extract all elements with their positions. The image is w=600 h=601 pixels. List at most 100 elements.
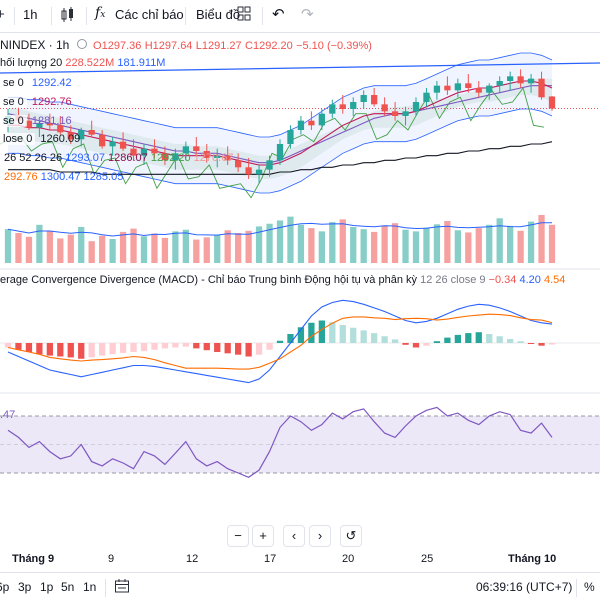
interval-button[interactable]: 1h — [23, 7, 38, 22]
candle-body — [119, 141, 127, 149]
volume-bar — [224, 230, 231, 263]
macd-histogram-bar — [214, 343, 221, 352]
macd-histogram-bar — [224, 343, 231, 354]
scroll-left-button[interactable]: ‹ — [283, 525, 305, 547]
high-value: H1297.64 — [144, 40, 193, 52]
volume-ma-line — [7, 222, 552, 237]
macd-histogram-bar — [25, 343, 33, 352]
grid-icon[interactable] — [237, 6, 251, 25]
range-button[interactable]: 1p — [40, 580, 54, 594]
macd-histogram-bar — [308, 322, 315, 343]
macd-legend: erage Convergence Divergence (MACD) - Ch… — [0, 274, 565, 286]
fx-icon[interactable]: fx — [95, 5, 106, 21]
indicators-button[interactable]: Các chỉ báo — [115, 7, 184, 22]
volume-bar — [308, 228, 315, 263]
volume-bar — [88, 241, 95, 263]
macd-histogram-bar — [130, 343, 137, 352]
ichimoku-label[interactable]: 26 52 26 26 — [4, 152, 63, 164]
ma2-label[interactable]: se 0 — [0, 96, 27, 108]
macd-histogram-bar — [548, 343, 556, 345]
symbol-name[interactable]: NINDEX · 1h — [0, 38, 70, 52]
ma1-label[interactable]: se 0 — [0, 77, 27, 89]
zoom-out-button[interactable]: − — [227, 525, 249, 547]
macd-histogram-bar — [527, 343, 535, 344]
volume-bar — [78, 227, 85, 263]
undo-icon[interactable]: ↶ — [272, 6, 285, 23]
macd-histogram-bar — [444, 337, 451, 343]
zoom-in-button[interactable]: + — [252, 525, 274, 547]
candle-body — [46, 123, 53, 126]
volume-legend: hối lượng 20 228.522M 181.911M — [0, 57, 165, 69]
candle-body — [465, 83, 472, 88]
range-button[interactable]: 3p — [18, 580, 32, 594]
macd-histogram-bar — [182, 343, 189, 347]
ichimoku-value-1: 1293.07 — [65, 152, 105, 164]
candle-body — [391, 111, 399, 116]
volume-bar — [412, 231, 420, 263]
candle-body — [88, 130, 95, 135]
macd-label[interactable]: erage Convergence Divergence (MACD) - Ch… — [0, 274, 418, 286]
macd-histogram-bar — [46, 343, 53, 356]
rsi-band — [0, 416, 600, 473]
range-button[interactable]: 1n — [83, 580, 97, 594]
candles-icon[interactable] — [60, 6, 76, 27]
macd-histogram-bar — [465, 333, 472, 343]
volume-bar — [161, 237, 169, 263]
volume-bar — [402, 229, 409, 263]
candle-body — [161, 153, 169, 161]
candle-body — [507, 76, 514, 81]
volume-bar — [140, 236, 148, 263]
volume-bar — [151, 233, 158, 263]
volume-bar — [329, 222, 336, 263]
volume-bar — [391, 223, 399, 263]
candle-body — [182, 146, 189, 154]
macd-histogram-bar — [329, 322, 336, 343]
rsi-legend: .47 — [0, 409, 15, 421]
bollinger-lower-line — [8, 108, 553, 194]
toolbar-divider — [262, 7, 263, 25]
time-label: 20 — [342, 553, 355, 565]
ichimoku-value-4: 1270.67 — [193, 152, 234, 164]
macd-histogram-bar — [339, 325, 346, 343]
macd-histogram-bar — [15, 343, 22, 350]
calendar-icon[interactable] — [114, 578, 130, 597]
volume-bar — [57, 238, 64, 263]
chart-type-button[interactable]: Biểu đồ — [196, 7, 241, 22]
time-label: Tháng 10 — [508, 553, 557, 565]
volume-label[interactable]: hối lượng 20 — [0, 57, 63, 69]
range-button[interactable]: 5n — [61, 580, 75, 594]
ma1-value: 1292.42 — [31, 77, 72, 89]
volume-bar — [371, 231, 378, 263]
trend-line — [0, 62, 600, 74]
range-button[interactable]: 6p — [0, 580, 10, 594]
macd-histogram-bar — [99, 343, 106, 356]
clock-display[interactable]: 06:39:16 (UTC+7) — [476, 580, 573, 594]
volume-bar — [297, 224, 305, 263]
candle-body — [214, 155, 221, 158]
redo-icon[interactable]: ↷ — [301, 6, 314, 23]
ma3-label[interactable]: se 0 — [0, 115, 27, 127]
macd-histogram-bar — [381, 336, 388, 343]
candle-body — [235, 160, 242, 168]
macd-histogram-bar — [235, 343, 242, 355]
volume-bar — [214, 234, 221, 263]
macd-histogram-bar — [318, 320, 325, 343]
scroll-right-button[interactable]: › — [309, 525, 331, 547]
chart-area[interactable] — [0, 33, 600, 572]
macd-histogram-bar — [433, 341, 441, 343]
rsi-value: .47 — [0, 409, 16, 421]
volume-ma-value: 181.911M — [117, 57, 166, 69]
close-value: C1292.20 — [245, 40, 293, 52]
add-icon[interactable]: + — [0, 6, 5, 23]
percent-toggle[interactable]: % — [584, 580, 595, 594]
rsi-line — [7, 406, 553, 478]
ma4-label[interactable]: lose 0 — [0, 133, 36, 145]
volume-bar — [245, 230, 252, 263]
toolbar-divider — [51, 7, 52, 25]
reset-chart-button[interactable]: ↺ — [340, 525, 362, 547]
macd-histogram-bar — [496, 336, 503, 343]
macd-params: 12 26 close 9 — [420, 274, 486, 286]
toolbar-divider — [105, 579, 106, 597]
macd-histogram-bar — [245, 343, 252, 357]
ma3-legend: se 0 1281.16 — [0, 115, 72, 127]
